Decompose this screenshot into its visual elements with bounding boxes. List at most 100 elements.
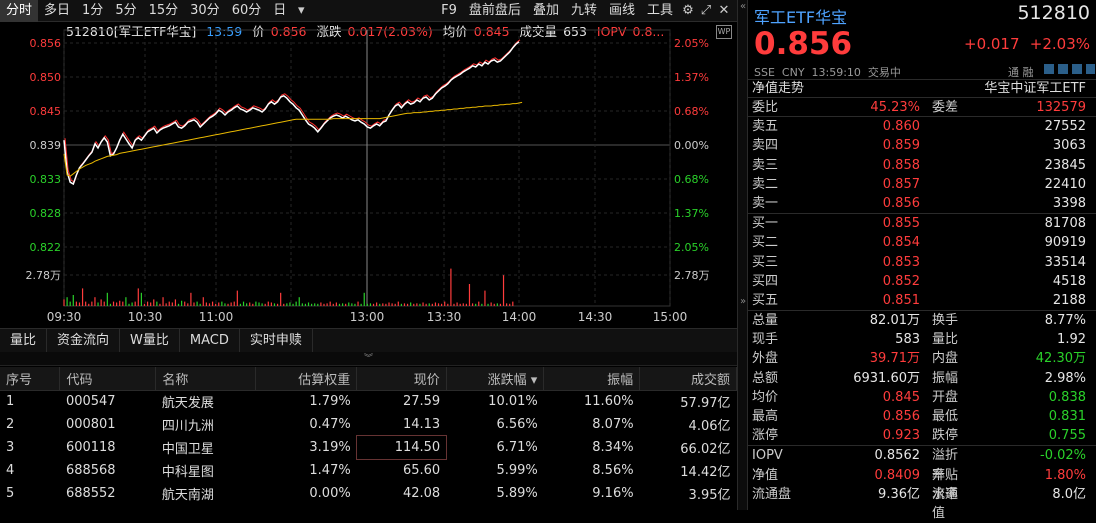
nav-trend-label[interactable]: 净值走势 (752, 81, 805, 96)
table-cell: 9.16% (592, 486, 634, 501)
tool-button-3[interactable]: 九转 (570, 2, 597, 18)
indicator-tab-2[interactable]: W量比 (120, 329, 180, 352)
stats-row-1: 现手 583 量比 1.92 (748, 330, 1096, 349)
info-price-label: 价 (252, 24, 265, 39)
wp-icon[interactable]: WP (716, 25, 732, 39)
share-icon[interactable] (1086, 64, 1095, 74)
info-change-label: 涨跌 (316, 24, 342, 39)
column-header-5[interactable]: 涨跌幅 ▾ (446, 367, 545, 391)
bids-volume: 90919 (1044, 235, 1086, 251)
tool-button-2[interactable]: 叠加 (532, 2, 559, 18)
period-tab-5[interactable]: 30分 (190, 2, 220, 18)
column-header-2[interactable]: 名称 (155, 367, 257, 391)
period-tab-4[interactable]: 15分 (148, 2, 179, 18)
price-tick-label: 0.850 (30, 71, 62, 84)
bids-level-0[interactable]: 买一 0.855 81708 (748, 214, 1096, 233)
stats-value: 583 (895, 332, 920, 348)
time-tick-label: 11:00 (199, 310, 234, 324)
close-icon[interactable]: ✕ (718, 2, 730, 18)
period-tab-0[interactable]: 分时 (0, 0, 39, 22)
table-cell: 14.13 (402, 417, 441, 432)
asks-price: 0.857 (882, 176, 920, 192)
pct-tick-label: 2.05% (674, 241, 709, 254)
tool-button-4[interactable]: 画线 (608, 2, 635, 18)
table-cell: 10.01% (488, 394, 538, 410)
table-row[interactable]: 2 000801 四川九洲 0.47% 14.13 6.56% 8.07% 4.06亿 (0, 413, 737, 436)
table-row[interactable]: 5 688552 航天南湖 0.00% 42.08 5.89% 9.16% 3.95亿 (0, 482, 737, 505)
table-cell: 27.59 (402, 394, 441, 410)
column-header-6[interactable]: 振幅 (543, 367, 641, 391)
asks-level-2[interactable]: 卖三 0.858 23845 (748, 156, 1096, 175)
stats-value: 0.838 (1048, 389, 1086, 405)
quote-panel: 军工ETF华宝 512810 0.856 +0.017 +2.03% SSE C… (748, 0, 1096, 521)
time-tick-label: 09:30 (47, 310, 82, 324)
column-header-0[interactable]: 序号 (0, 367, 61, 391)
expand-right-icon[interactable]: » (739, 296, 747, 307)
nav-trend-row[interactable]: 净值走势 华宝中证军工ETF (748, 80, 1096, 98)
stats-label: 量比 (932, 332, 959, 348)
indicator-tab-1[interactable]: 资金流向 (47, 329, 121, 352)
pen-icon[interactable] (1058, 64, 1068, 74)
last-price: 0.856 (754, 26, 853, 62)
asks-level-4[interactable]: 卖一 0.856 3398 (748, 194, 1096, 213)
panel-splitter[interactable]: « » (737, 0, 748, 510)
indicator-tab-0[interactable]: 量比 (0, 329, 48, 352)
gear-icon[interactable]: ⚙ (682, 2, 694, 18)
asks-level-3[interactable]: 卖二 0.857 22410 (748, 175, 1096, 194)
order-ratio-value: 45.23% (870, 100, 920, 115)
indicator-tab-4[interactable]: 实时申赎 (240, 329, 313, 352)
period-tab-3[interactable]: 5分 (115, 2, 137, 18)
dropdown-chevron-icon[interactable]: ▾ (297, 2, 305, 18)
order-diff-value: 132579 (1036, 100, 1086, 115)
bids-level-1[interactable]: 买二 0.854 90919 (748, 233, 1096, 252)
time-tick-label: 13:30 (427, 310, 462, 324)
tool-button-1[interactable]: 盘前盘后 (468, 2, 521, 18)
table-row[interactable]: 1 000547 航天发展 1.79% 27.59 10.01% 11.60% 57.97亿 (0, 390, 737, 413)
column-header-4[interactable]: 现价 (356, 367, 447, 391)
extra-label: IOPV (752, 448, 783, 464)
period-tab-2[interactable]: 1分 (82, 2, 104, 18)
table-row[interactable]: 3 600118 中国卫星 3.19% 114.50 6.71% 8.34% 66.02亿 (0, 435, 737, 460)
column-header-3[interactable]: 估算权重 (255, 367, 358, 391)
table-cell: 600118 (65, 440, 116, 455)
extra-row-1: 净值 0.8409 升贴水率 1.80% (748, 466, 1096, 502)
pct-tick-label: 2.05% (674, 37, 709, 50)
intraday-chart[interactable]: 0.856 2.05% 0.850 1.37% 0.845 0.68% 0.839 0.00%… (0, 0, 737, 328)
asks-level-1[interactable]: 卖四 0.859 3063 (748, 136, 1096, 155)
extra-label: 溢折率 (932, 448, 959, 483)
tool-button-0[interactable]: F9 (441, 2, 457, 18)
bids-level-3[interactable]: 买四 0.852 4518 (748, 272, 1096, 291)
collapse-chevron-icon[interactable]: ︾ (0, 352, 737, 366)
table-cell: 000547 (65, 394, 116, 410)
bids-level-4[interactable]: 买五 0.851 2188 (748, 291, 1096, 310)
stats-row-2: 外盘 39.71万 内盘 42.30万 (748, 349, 1096, 368)
tool-button-5[interactable]: 工具 (646, 2, 673, 18)
table-cell: 四川九洲 (161, 419, 214, 434)
stats-value: 2.98% (1044, 370, 1086, 386)
asks-volume: 27552 (1044, 119, 1086, 135)
table-cell: 中科星图 (161, 465, 214, 480)
table-row[interactable]: 4 688568 中科星图 1.47% 65.60 5.99% 8.56% 14.42亿 (0, 459, 737, 482)
edit-icon[interactable] (1044, 64, 1054, 74)
pct-tick-label: 1.37% (674, 207, 709, 220)
bids-level-2[interactable]: 买三 0.853 33514 (748, 253, 1096, 272)
period-tab-7[interactable]: 日 (273, 2, 287, 18)
expand-icon[interactable]: ⤢ (700, 2, 712, 18)
column-header-7[interactable]: 成交额 (639, 367, 737, 391)
stats-value: 0.856 (882, 409, 920, 424)
table-cell: 3.19% (309, 440, 351, 455)
stats-value: 0.831 (1048, 409, 1086, 424)
column-header-1[interactable]: 代码 (59, 367, 157, 391)
asks-volume: 3063 (1052, 138, 1086, 154)
table-cell: 5.99% (496, 463, 538, 478)
order-ratio-row: 委比 45.23% 委差 132579 (748, 98, 1096, 118)
table-cell: 66.02亿 (680, 442, 731, 457)
price-line (63, 41, 520, 186)
bell-icon[interactable] (1072, 64, 1082, 74)
quote-stats: 总量 82.01万 换手 8.77% 现手 583 量比 1.92 外盘 39.71万 内盘 42.3… (748, 311, 1096, 447)
asks-level-0[interactable]: 卖五 0.860 27552 (748, 117, 1096, 136)
expand-left-icon[interactable]: « (739, 1, 747, 12)
period-tab-1[interactable]: 多日 (44, 2, 71, 18)
period-tab-6[interactable]: 60分 (231, 2, 262, 18)
indicator-tab-3[interactable]: MACD (180, 329, 240, 352)
